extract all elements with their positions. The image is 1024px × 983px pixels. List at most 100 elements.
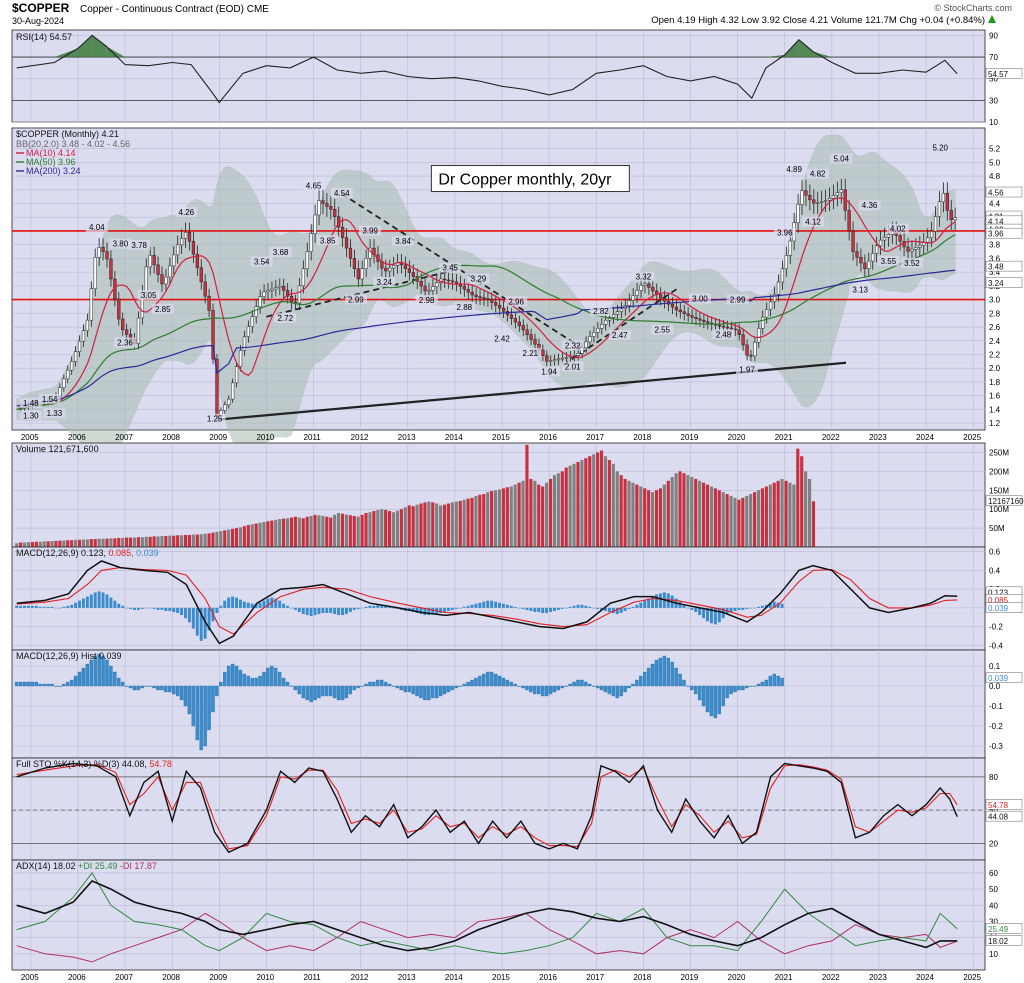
candle-body bbox=[501, 307, 506, 312]
candle-body bbox=[168, 265, 172, 278]
macd-histogram-bar bbox=[54, 685, 58, 687]
price-candle bbox=[136, 311, 141, 350]
macd-hist-bar bbox=[713, 607, 717, 625]
price-data-label: 1.48 bbox=[23, 399, 39, 408]
macd-histogram-bar bbox=[136, 685, 141, 691]
macd-histogram-bar bbox=[328, 685, 333, 697]
price-candle bbox=[392, 256, 396, 277]
price-label-bg bbox=[316, 235, 339, 246]
price-candle bbox=[780, 260, 785, 290]
macd-hist-bar bbox=[545, 607, 549, 614]
volume-bar bbox=[62, 540, 66, 547]
volume-bar bbox=[344, 514, 348, 547]
price-candle bbox=[808, 184, 812, 211]
candle-body bbox=[702, 319, 706, 322]
ma10-line bbox=[16, 197, 956, 410]
volume-bar bbox=[207, 533, 211, 547]
macd-hist-bar bbox=[737, 607, 741, 610]
volume-bar bbox=[340, 513, 345, 547]
volume-bar bbox=[804, 471, 808, 547]
macd-histogram-bar bbox=[120, 681, 125, 687]
adx-year-label: 2006 bbox=[68, 973, 86, 982]
macd-hist-bar bbox=[505, 604, 509, 608]
macd-histogram-bar bbox=[85, 663, 90, 687]
macd-hist-bar bbox=[427, 607, 431, 616]
macd-hist-bar bbox=[513, 606, 517, 608]
volume-bar bbox=[772, 482, 776, 547]
macd-hist-bar bbox=[262, 600, 266, 608]
macd-hist-bar bbox=[611, 607, 615, 614]
price-label-bg bbox=[359, 225, 382, 236]
macd-hist-bar bbox=[639, 602, 643, 608]
price-candle bbox=[431, 278, 435, 298]
macd-histogram-bar bbox=[607, 685, 612, 695]
candle-body bbox=[286, 290, 290, 297]
price-data-label: 3.99 bbox=[362, 227, 378, 236]
sto-right-label: 54.78 bbox=[988, 801, 1009, 810]
candle-body bbox=[152, 255, 156, 266]
volume-ytick: 100M bbox=[989, 505, 1009, 514]
macd-histogram-bar bbox=[450, 685, 455, 691]
volume-bar bbox=[548, 478, 553, 547]
macd-histogram-bar bbox=[336, 685, 341, 701]
macd-hist-bar bbox=[125, 607, 129, 609]
price-candle bbox=[203, 274, 207, 304]
price-data-label: 2.01 bbox=[565, 363, 581, 372]
price-candle bbox=[301, 260, 305, 294]
macd-ytick: 0.4 bbox=[989, 566, 1001, 575]
price-candle bbox=[199, 259, 203, 290]
macd-histogram-bar bbox=[611, 685, 616, 697]
price-candle bbox=[741, 328, 745, 351]
macd-hist-bar bbox=[584, 605, 588, 608]
price-year-label: 2014 bbox=[445, 433, 463, 442]
price-candle bbox=[498, 298, 502, 316]
price-label-bg bbox=[561, 340, 584, 351]
macd-histogram-bar bbox=[537, 685, 541, 695]
volume-bar bbox=[666, 480, 670, 547]
macd-histogram-bar bbox=[258, 675, 262, 687]
price-candle bbox=[407, 260, 411, 281]
volume-ytick: 50M bbox=[989, 524, 1005, 533]
price-data-label: 2.36 bbox=[117, 339, 133, 348]
candle-body bbox=[863, 262, 867, 269]
volume-bar bbox=[482, 494, 486, 547]
price-ytick: 2.8 bbox=[989, 309, 1001, 318]
candle-body bbox=[682, 311, 686, 314]
macd-histogram-bar bbox=[701, 685, 706, 707]
volume-bar bbox=[301, 518, 305, 547]
price-candle bbox=[627, 293, 631, 313]
volume-bar bbox=[325, 516, 329, 547]
candle-body bbox=[101, 247, 105, 252]
candle-body bbox=[933, 216, 938, 232]
candle-body bbox=[392, 265, 396, 269]
macd-histogram-bar bbox=[544, 685, 549, 697]
macd-histogram-bar bbox=[128, 685, 133, 689]
candle-body bbox=[305, 251, 309, 269]
macd-hist-bar bbox=[132, 607, 136, 610]
price-data-label: 4.36 bbox=[862, 201, 878, 210]
macd-hist-bar bbox=[380, 604, 384, 608]
volume-bar bbox=[415, 504, 419, 547]
price-candle bbox=[757, 322, 761, 348]
adx-panel: 60 50 40 30 2010 ADX(14) 18.02 +DI 25.49 -DI … bbox=[11, 859, 1023, 982]
rsi-overbought-fill bbox=[813, 51, 832, 58]
macd-histogram-bar bbox=[470, 679, 474, 687]
macd-hist-bar bbox=[317, 607, 321, 615]
macd-histogram-bar bbox=[482, 673, 486, 687]
price-candle bbox=[823, 189, 828, 213]
candle-body bbox=[223, 404, 227, 411]
price-candle bbox=[804, 179, 808, 207]
macd-histogram-bar bbox=[623, 685, 627, 693]
price-year-label: 2005 bbox=[21, 433, 39, 442]
macd-ytick: -0.2 bbox=[989, 623, 1003, 632]
candle-body bbox=[729, 327, 733, 330]
volume-bar bbox=[454, 501, 458, 547]
volume-bar bbox=[607, 460, 611, 547]
price-data-label: 2.82 bbox=[593, 307, 609, 316]
volume-bar bbox=[274, 519, 278, 547]
volume-bar bbox=[97, 538, 101, 547]
candle-body bbox=[749, 354, 753, 357]
volume-bar bbox=[372, 511, 376, 547]
price-candle bbox=[941, 182, 946, 213]
